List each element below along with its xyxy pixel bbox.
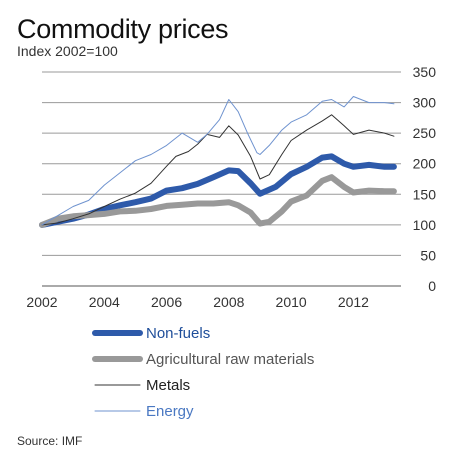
x-tick-label: 2010 <box>276 294 307 310</box>
x-tick-label: 2008 <box>213 294 244 310</box>
x-tick-label: 2012 <box>338 294 369 310</box>
y-tick-label: 250 <box>413 125 437 141</box>
legend-label: Metals <box>146 377 190 394</box>
y-tick-label: 50 <box>420 247 436 263</box>
legend-label: Energy <box>146 403 194 420</box>
x-tick-label: 2006 <box>151 294 182 310</box>
y-tick-label: 200 <box>413 156 437 172</box>
chart-title: Commodity prices <box>17 14 229 44</box>
series-line-metals <box>41 114 395 226</box>
source-note: Source: IMF <box>17 434 83 448</box>
series-line-agricultural-raw-materials <box>39 174 397 228</box>
y-tick-label: 0 <box>428 278 436 294</box>
y-tick-label: 150 <box>413 186 437 202</box>
legend-label: Non-fuels <box>146 325 210 342</box>
chart-subtitle: Index 2002=100 <box>17 43 118 59</box>
y-tick-label: 100 <box>413 217 437 233</box>
y-tick-label: 300 <box>413 95 437 111</box>
legend-label: Agricultural raw materials <box>146 351 314 368</box>
x-tick-label: 2002 <box>26 294 57 310</box>
x-tick-label: 2004 <box>89 294 120 310</box>
series-line-energy <box>41 96 395 226</box>
y-tick-label: 350 <box>413 64 437 80</box>
series-line-non-fuels <box>39 153 397 228</box>
